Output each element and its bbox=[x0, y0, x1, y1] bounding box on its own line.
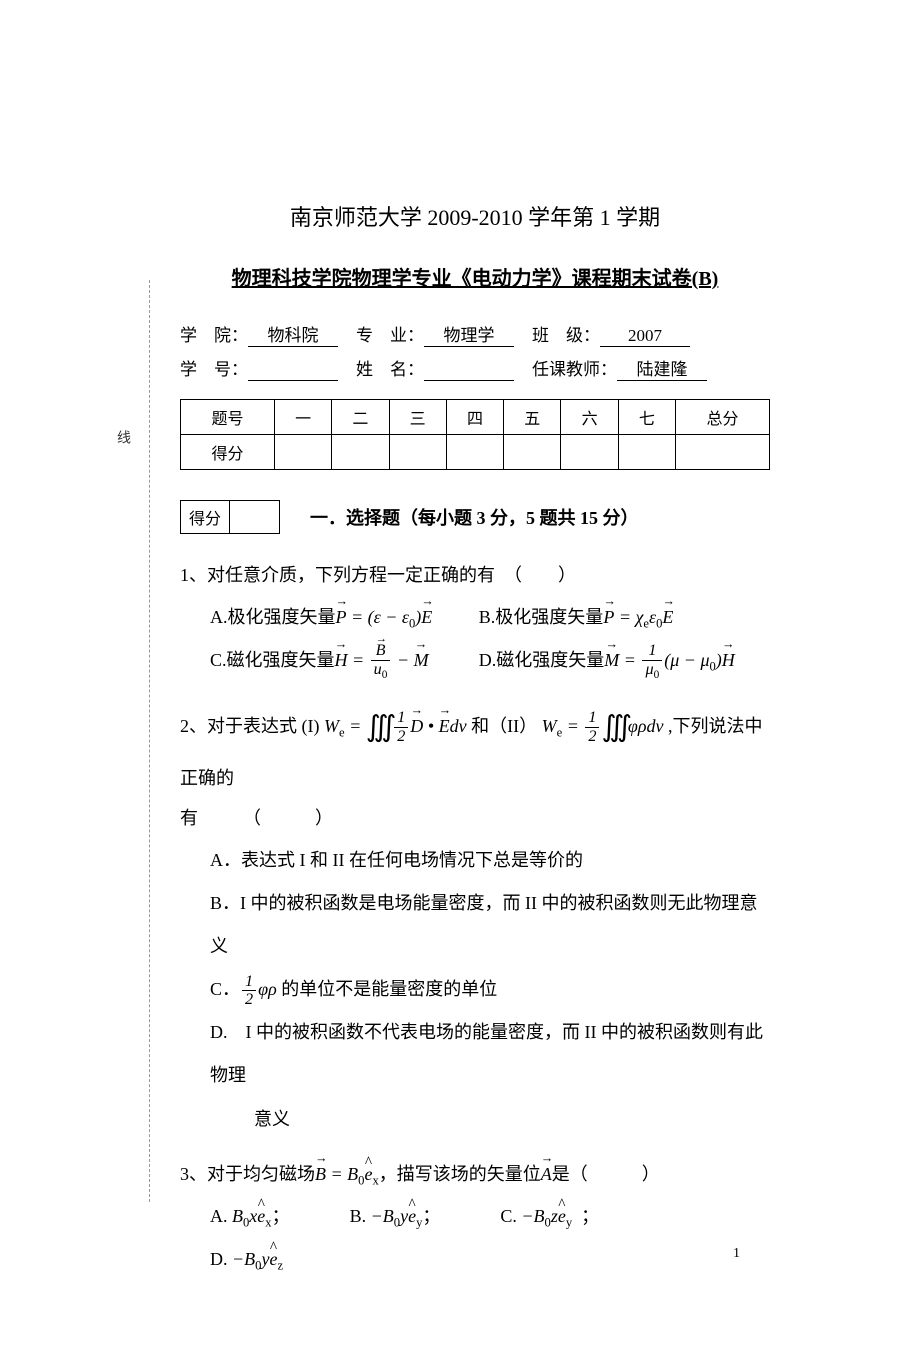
th-cell: 总分 bbox=[676, 400, 770, 435]
td-cell bbox=[446, 435, 503, 470]
question-2: 2、对于表达式 (I) We = ∭12D • Edv 和（II） We = 1… bbox=[180, 696, 770, 1141]
th-cell: 一 bbox=[274, 400, 331, 435]
college-label: 学 院： bbox=[180, 321, 248, 346]
th-cell: 二 bbox=[332, 400, 389, 435]
td-cell bbox=[676, 435, 770, 470]
major-value: 物理学 bbox=[424, 321, 514, 347]
q1-stem: 1、对任意介质，下列方程一定正确的有 （ ） bbox=[180, 556, 770, 596]
teacher-label: 任课教师： bbox=[532, 355, 617, 380]
th-cell: 五 bbox=[504, 400, 561, 435]
th-cell: 六 bbox=[561, 400, 618, 435]
q2-optC: C．12φρ 的单位不是能量密度的单位 bbox=[210, 968, 770, 1011]
q1-optC: C.磁化强度矢量H = Bu0 − M bbox=[210, 639, 479, 682]
major-label: 专 业： bbox=[356, 321, 424, 346]
info-row-2: 学 号： 姓 名： 任课教师：陆建隆 bbox=[180, 355, 770, 381]
q2-optD: D. I 中的被积函数不代表电场的能量密度，而 II 中的被积函数则有此物理 bbox=[210, 1011, 770, 1097]
name-value bbox=[424, 355, 514, 381]
q1-optD: D.磁化强度矢量M = 1μ0(μ − μ0)H bbox=[479, 639, 748, 682]
class-label: 班 级： bbox=[532, 321, 600, 346]
table-row: 题号 一 二 三 四 五 六 七 总分 bbox=[181, 400, 770, 435]
q3-optD: D. −B0yez bbox=[210, 1238, 283, 1281]
small-score-label: 得分 bbox=[181, 501, 230, 534]
id-value bbox=[248, 355, 338, 381]
section-title: 一．选择题（每小题 3 分，5 题共 15 分） bbox=[310, 504, 639, 530]
td-cell bbox=[274, 435, 331, 470]
th-cell: 三 bbox=[389, 400, 446, 435]
id-label: 学 号： bbox=[180, 355, 248, 380]
q2-stem-2: 有 （ ） bbox=[180, 799, 770, 839]
td-cell bbox=[332, 435, 389, 470]
section-header: 得分 一．选择题（每小题 3 分，5 题共 15 分） bbox=[180, 500, 770, 534]
question-1: 1、对任意介质，下列方程一定正确的有 （ ） A.极化强度矢量P = (ε − … bbox=[180, 556, 770, 682]
td-cell bbox=[561, 435, 618, 470]
question-3: 3、对于均匀磁场B = B0ex，描写该场的矢量位A是（ ） A. B0xex；… bbox=[180, 1155, 770, 1282]
q2-optA: A．表达式 I 和 II 在任何电场情况下总是等价的 bbox=[210, 839, 770, 882]
q3-optC: C. −B0zey ； bbox=[500, 1195, 599, 1238]
main-title: 南京师范大学 2009-2010 学年第 1 学期 bbox=[180, 200, 770, 232]
table-row: 得分 bbox=[181, 435, 770, 470]
q2-optB: B．I 中的被积函数是电场能量密度，而 II 中的被积函数则无此物理意义 bbox=[210, 882, 770, 968]
name-label: 姓 名： bbox=[356, 355, 424, 380]
q2-optD2: 意义 bbox=[210, 1098, 770, 1141]
class-value: 2007 bbox=[600, 326, 690, 347]
q2-stem: 2、对于表达式 (I) We = ∭12D • Edv 和（II） We = 1… bbox=[180, 696, 770, 799]
td-cell bbox=[389, 435, 446, 470]
sub-title: 物理科技学院物理学专业《电动力学》课程期末试卷(B) bbox=[180, 262, 770, 291]
q3-stem: 3、对于均匀磁场B = B0ex，描写该场的矢量位A是（ ） bbox=[180, 1155, 770, 1195]
td-cell bbox=[618, 435, 675, 470]
college-value: 物科院 bbox=[248, 321, 338, 347]
page-number: 1 bbox=[733, 1246, 740, 1262]
info-row-1: 学 院：物科院 专 业：物理学 班 级：2007 bbox=[180, 321, 770, 347]
section-score-box: 得分 bbox=[180, 500, 280, 534]
q3-optA: A. B0xex； bbox=[210, 1195, 290, 1238]
teacher-value: 陆建隆 bbox=[617, 355, 707, 381]
score-table: 题号 一 二 三 四 五 六 七 总分 得分 bbox=[180, 399, 770, 470]
small-score-cell bbox=[230, 501, 280, 534]
td-cell: 得分 bbox=[181, 435, 275, 470]
th-cell: 四 bbox=[446, 400, 503, 435]
exam-page: 南京师范大学 2009-2010 学年第 1 学期 物理科技学院物理学专业《电动… bbox=[0, 0, 920, 1355]
td-cell bbox=[504, 435, 561, 470]
q3-optB: B. −B0yey； bbox=[350, 1195, 441, 1238]
th-cell: 七 bbox=[618, 400, 675, 435]
th-cell: 题号 bbox=[181, 400, 275, 435]
